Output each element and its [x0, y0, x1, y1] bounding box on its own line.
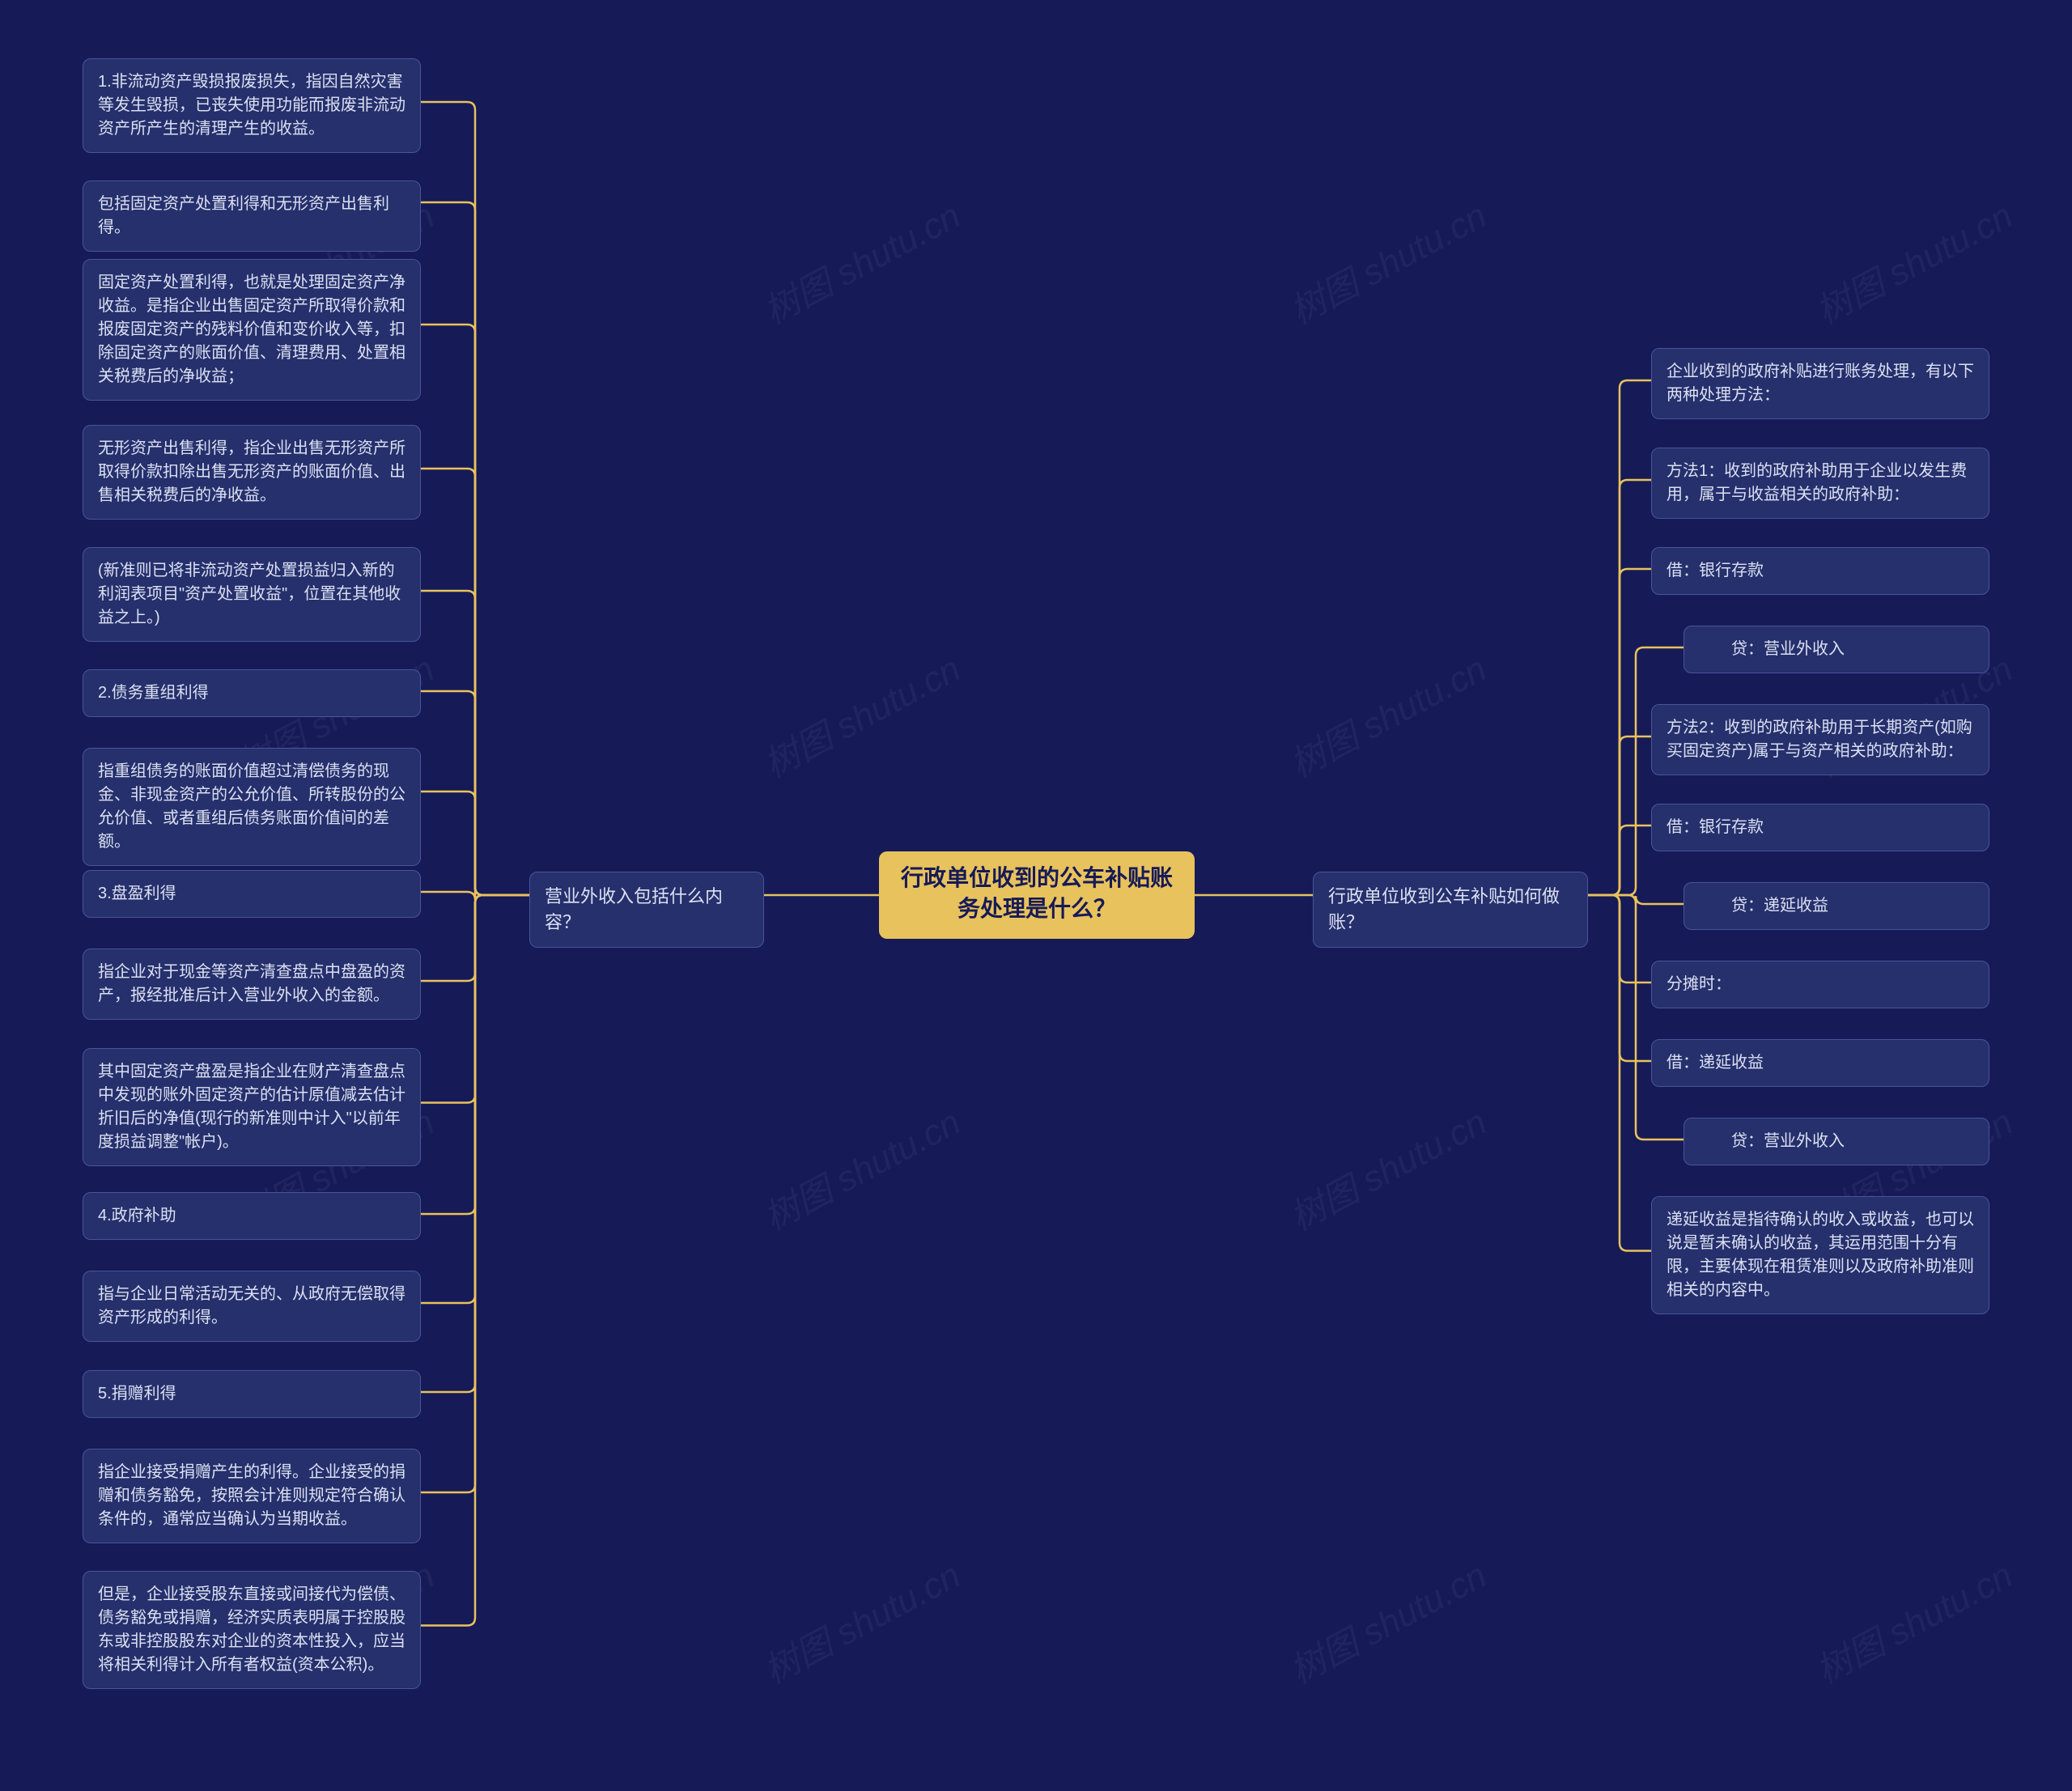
watermark: 树图 shutu.cn — [1280, 640, 1494, 787]
leaf-node: 贷：递延收益 — [1684, 882, 1989, 930]
branch-node-right: 行政单位收到公车补贴如何做账？ — [1313, 872, 1588, 948]
leaf-node: 指重组债务的账面价值超过清偿债务的现金、非现金资产的公允价值、所转股份的公允价值… — [83, 748, 421, 866]
branch-node-left: 营业外收入包括什么内容？ — [529, 872, 764, 948]
leaf-node: 其中固定资产盘盈是指企业在财产清查盘点中发现的账外固定资产的估计原值减去估计折旧… — [83, 1048, 421, 1166]
leaf-node: 方法2：收到的政府补助用于长期资产(如购买固定资产)属于与资产相关的政府补助： — [1651, 704, 1989, 775]
leaf-node: 指与企业日常活动无关的、从政府无偿取得资产形成的利得。 — [83, 1271, 421, 1342]
leaf-node: 包括固定资产处置利得和无形资产出售利得。 — [83, 180, 421, 252]
leaf-node: 4.政府补助 — [83, 1192, 421, 1240]
watermark: 树图 shutu.cn — [1280, 1547, 1494, 1694]
leaf-node: 2.债务重组利得 — [83, 669, 421, 717]
leaf-node: 指企业对于现金等资产清查盘点中盘盈的资产，报经批准后计入营业外收入的金额。 — [83, 949, 421, 1020]
watermark: 树图 shutu.cn — [1280, 187, 1494, 334]
leaf-node: 借：银行存款 — [1651, 547, 1989, 595]
leaf-node: 贷：营业外收入 — [1684, 1118, 1989, 1165]
watermark: 树图 shutu.cn — [1806, 187, 2020, 334]
mindmap-canvas: 树图 shutu.cn 树图 shutu.cn 树图 shutu.cn 树图 shut… — [0, 0, 2072, 1791]
leaf-node: 但是，企业接受股东直接或间接代为偿债、债务豁免或捐赠，经济实质表明属于控股股东或… — [83, 1571, 421, 1689]
leaf-node: 借：银行存款 — [1651, 804, 1989, 851]
leaf-node: 递延收益是指待确认的收入或收益，也可以说是暂未确认的收益，其运用范围十分有限，主… — [1651, 1196, 1989, 1314]
leaf-node: 借：递延收益 — [1651, 1039, 1989, 1087]
watermark: 树图 shutu.cn — [754, 1093, 968, 1241]
leaf-node: 固定资产处置利得，也就是处理固定资产净收益。是指企业出售固定资产所取得价款和报废… — [83, 259, 421, 401]
watermark: 树图 shutu.cn — [754, 187, 968, 334]
watermark: 树图 shutu.cn — [754, 1547, 968, 1694]
leaf-node: 指企业接受捐赠产生的利得。企业接受的捐赠和债务豁免，按照会计准则规定符合确认条件… — [83, 1449, 421, 1543]
leaf-node: 5.捐赠利得 — [83, 1370, 421, 1418]
watermark: 树图 shutu.cn — [1806, 1547, 2020, 1694]
watermark: 树图 shutu.cn — [1280, 1093, 1494, 1241]
leaf-node: 方法1：收到的政府补助用于企业以发生费用，属于与收益相关的政府补助： — [1651, 448, 1989, 519]
watermark: 树图 shutu.cn — [754, 640, 968, 787]
leaf-node: 3.盘盈利得 — [83, 870, 421, 918]
leaf-node: 贷：营业外收入 — [1684, 626, 1989, 673]
leaf-node: 1.非流动资产毁损报废损失，指因自然灾害等发生毁损，已丧失使用功能而报废非流动资… — [83, 58, 421, 153]
leaf-node: 企业收到的政府补贴进行账务处理，有以下两种处理方法： — [1651, 348, 1989, 419]
leaf-node: 分摊时： — [1651, 961, 1989, 1008]
center-node: 行政单位收到的公车补贴账务处理是什么？ — [879, 851, 1195, 939]
leaf-node: 无形资产出售利得，指企业出售无形资产所取得价款扣除出售无形资产的账面价值、出售相… — [83, 425, 421, 520]
leaf-node: (新准则已将非流动资产处置损益归入新的利润表项目"资产处置收益"，位置在其他收益… — [83, 547, 421, 642]
